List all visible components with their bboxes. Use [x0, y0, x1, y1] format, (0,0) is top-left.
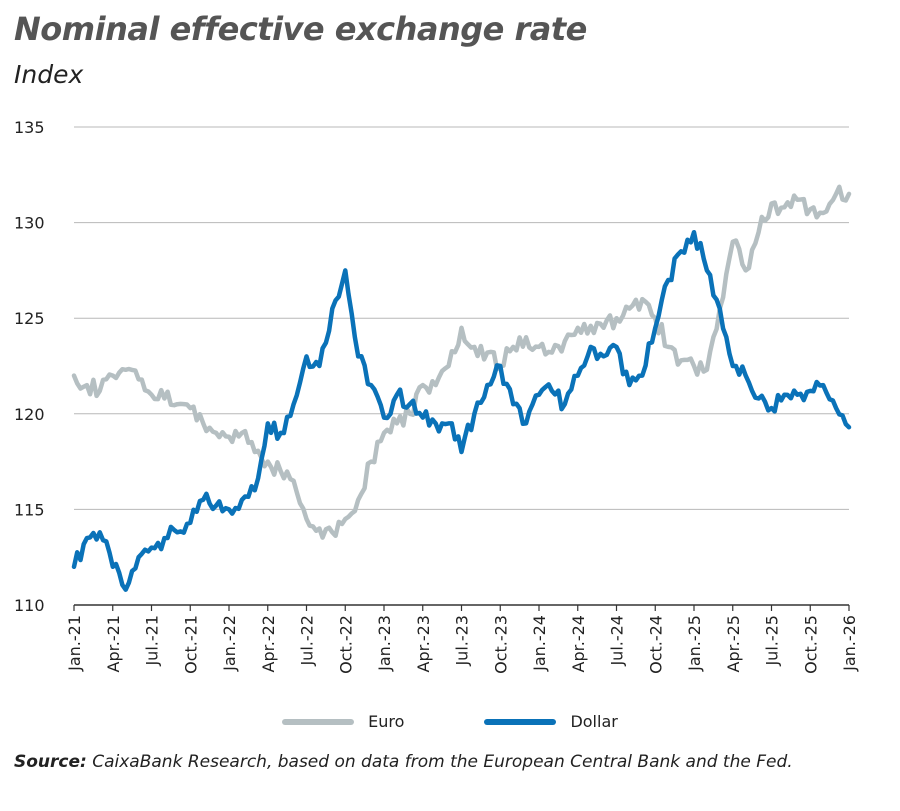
x-tick-label: Jan.-21: [65, 615, 84, 672]
legend-item-euro: Euro: [282, 712, 404, 731]
series-line-dollar: [71, 229, 852, 592]
legend-label-euro: Euro: [368, 712, 405, 731]
source-note: Source: CaixaBank Research, based on dat…: [14, 752, 793, 772]
x-tick-label: Oct.-23: [491, 615, 510, 674]
source-text: CaixaBank Research, based on data from t…: [86, 752, 793, 772]
x-tick-label: Oct.-21: [181, 615, 200, 674]
x-tick-label: Jul.-23: [453, 615, 472, 667]
x-tick-label: Jan.-24: [530, 615, 549, 672]
x-tick-label: Jan.-25: [685, 615, 704, 672]
x-tick-label: Jul.-24: [608, 615, 627, 667]
x-tick-label: Apr.-23: [414, 615, 433, 672]
x-tick-label: Apr.-21: [104, 615, 123, 672]
x-tick-label: Jul.-22: [298, 615, 317, 667]
x-tick-label: Jul.-25: [763, 615, 782, 667]
y-tick-label: 120: [14, 405, 45, 424]
x-tick-label: Oct.-25: [801, 615, 820, 674]
x-tick-label: Apr.-25: [724, 615, 743, 672]
x-tick-label: Oct.-24: [646, 615, 665, 674]
x-tick-label: Jan.-26: [840, 615, 859, 672]
x-tick-label: Jul.-21: [143, 615, 162, 667]
legend: Euro Dollar: [0, 712, 900, 731]
y-tick-label: 130: [14, 214, 45, 233]
legend-item-dollar: Dollar: [484, 712, 618, 731]
source-label: Source:: [14, 752, 87, 772]
chart-plot: 110 115 120 125 130 135 Jan.-21 Apr.-21 Jul.-21 O…: [14, 118, 859, 674]
x-tick-label: Jan.-22: [220, 615, 239, 672]
x-tick-label: Apr.-24: [569, 615, 588, 672]
y-tick-label: 110: [14, 596, 45, 615]
legend-swatch-euro: [282, 718, 355, 725]
legend-swatch-dollar: [484, 718, 557, 725]
y-tick-label: 125: [14, 309, 45, 328]
x-tick-label: Jan.-23: [375, 615, 394, 672]
y-tick-label: 135: [14, 118, 45, 137]
legend-label-dollar: Dollar: [570, 712, 618, 731]
y-tick-label: 115: [14, 500, 45, 519]
x-tick-label: Apr.-22: [259, 615, 278, 672]
chart-subtitle: Index: [14, 60, 84, 89]
x-tick-label: Oct.-22: [336, 615, 355, 674]
chart-title: Nominal effective exchange rate: [14, 10, 587, 48]
